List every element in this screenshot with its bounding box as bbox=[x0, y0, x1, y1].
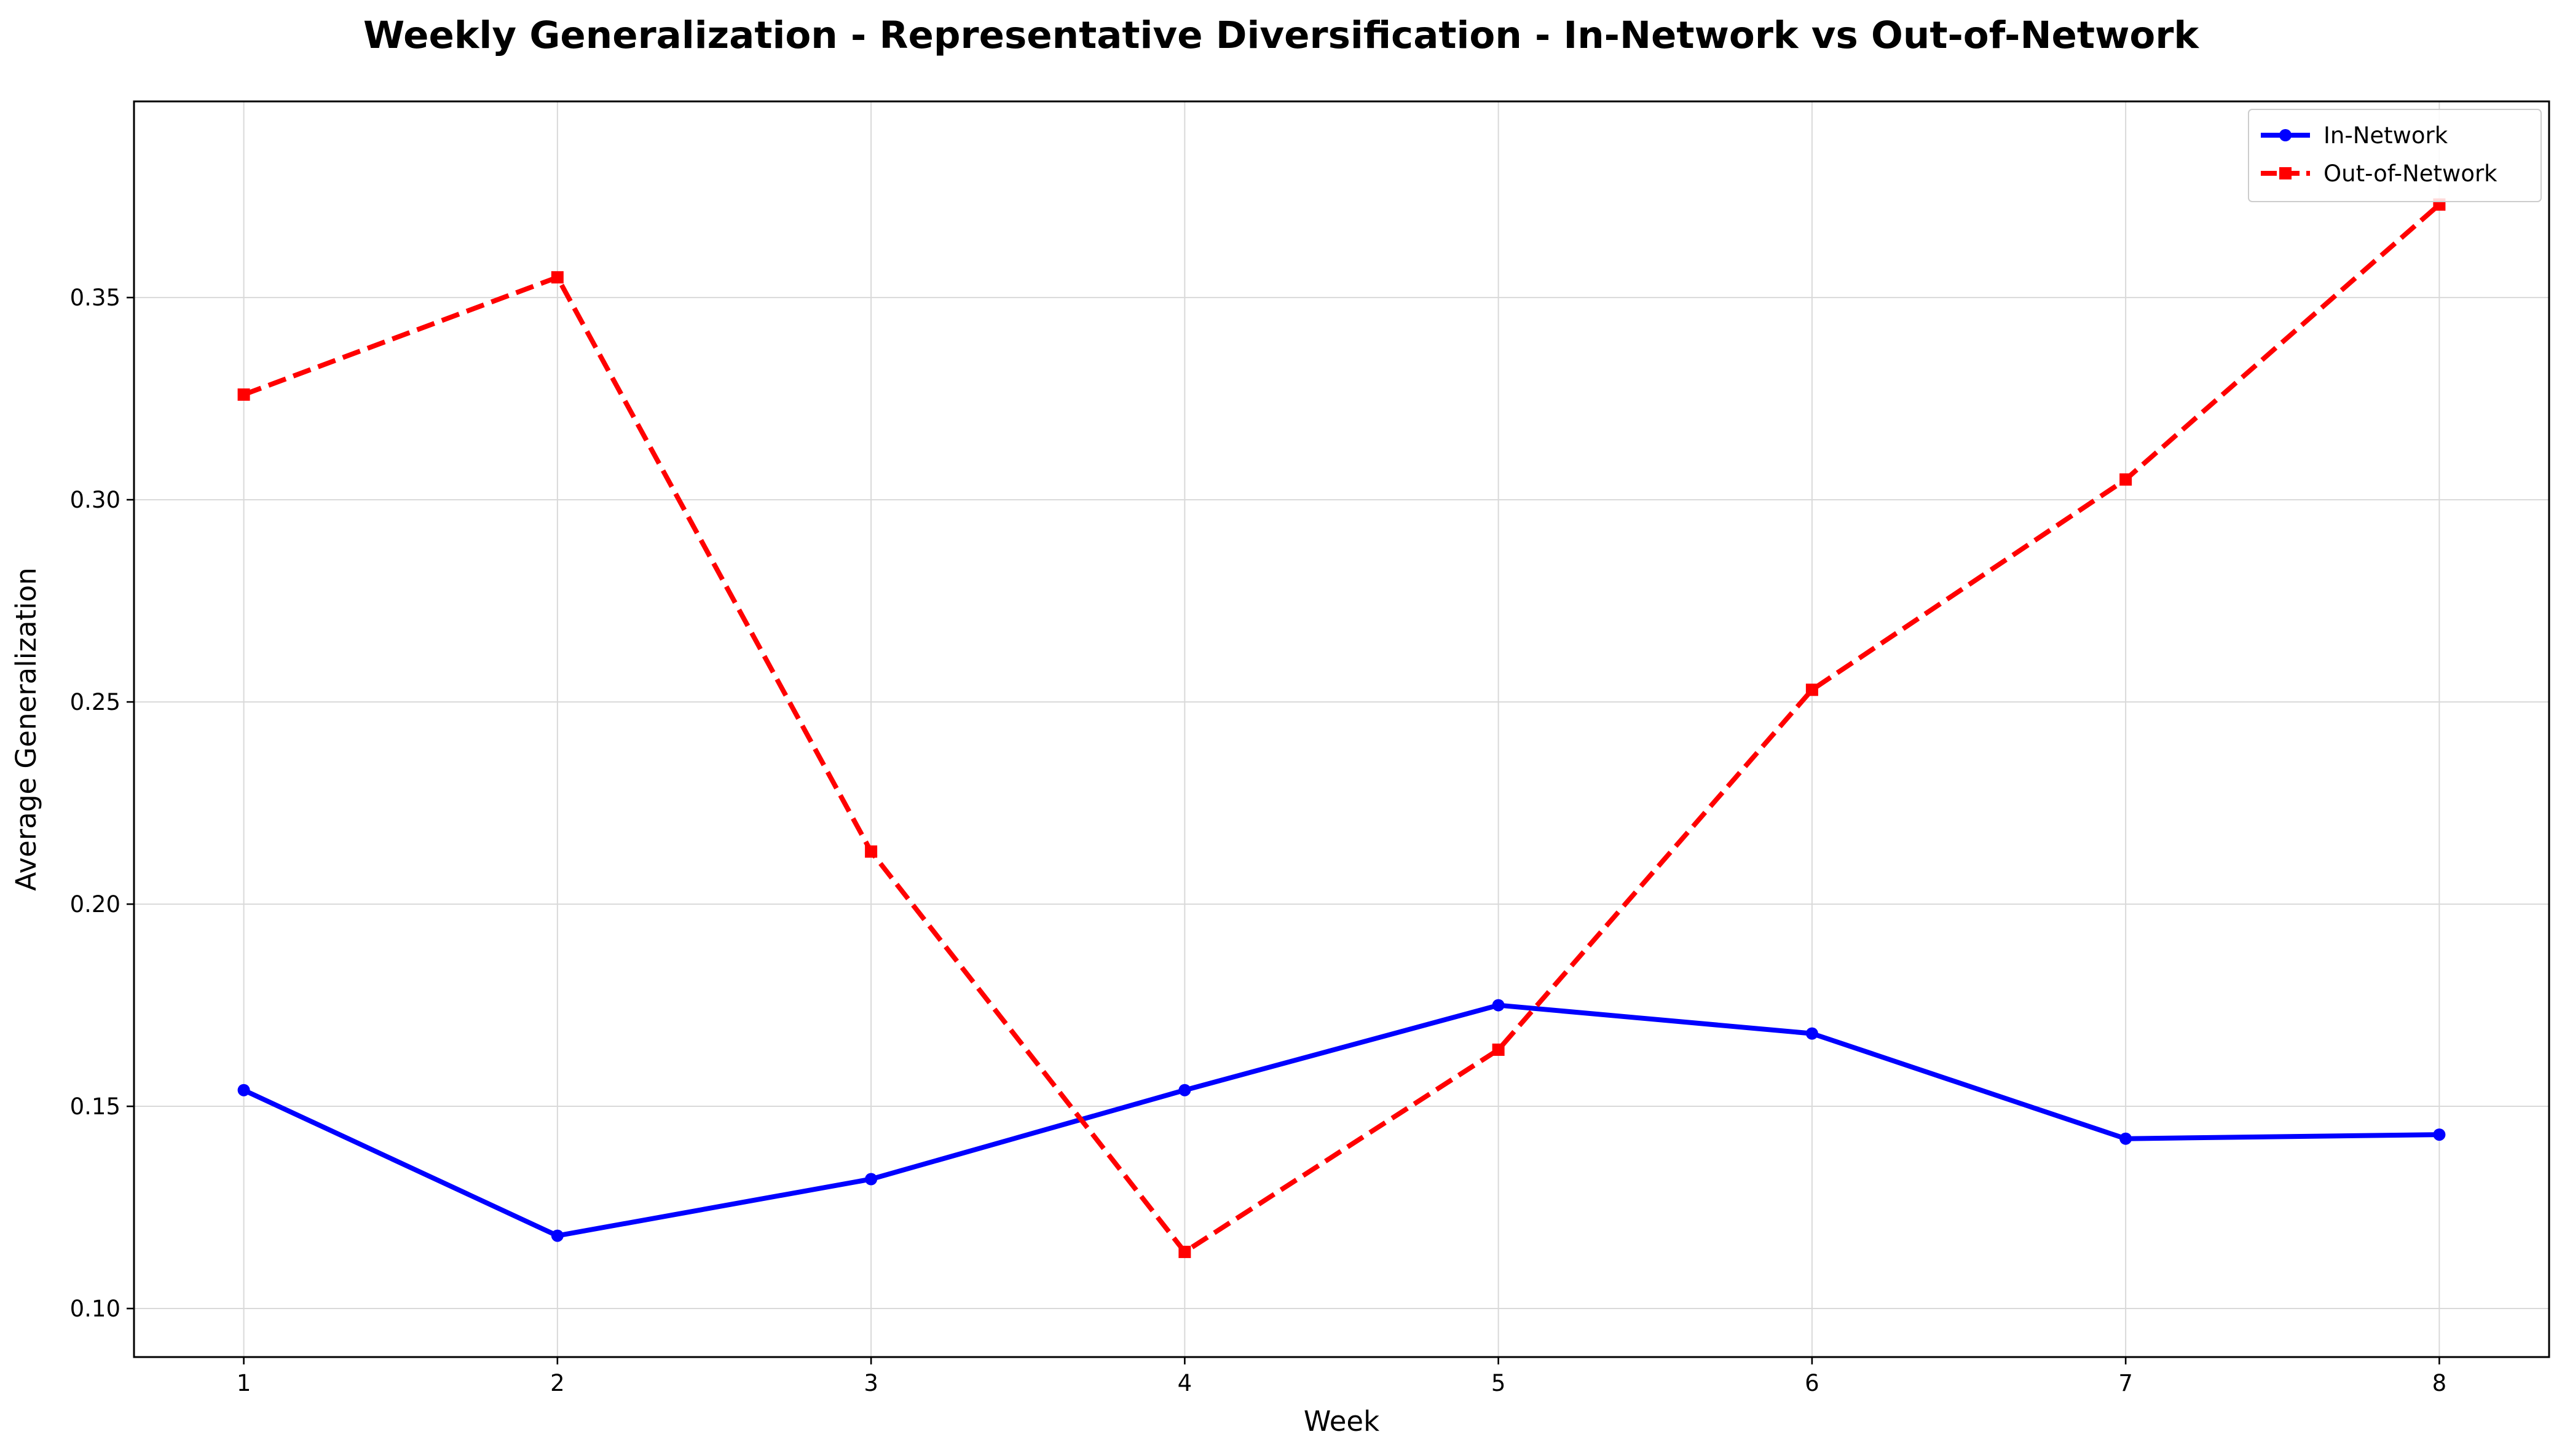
y-tick-label: 0.30 bbox=[70, 487, 120, 513]
data-point-out-of-network bbox=[2119, 473, 2132, 486]
y-tick-label: 0.35 bbox=[70, 285, 120, 311]
legend-label-in-network: In-Network bbox=[2324, 122, 2448, 149]
legend-box bbox=[2248, 109, 2542, 202]
legend-marker-in-network bbox=[2279, 129, 2292, 141]
data-point-in-network bbox=[2433, 1128, 2446, 1141]
data-point-in-network bbox=[1178, 1084, 1191, 1096]
data-point-in-network bbox=[2119, 1132, 2132, 1145]
x-tick-label: 2 bbox=[550, 1370, 565, 1396]
legend-label-out-of-network: Out-of-Network bbox=[2324, 160, 2497, 187]
data-point-in-network bbox=[865, 1173, 878, 1186]
x-tick-label: 5 bbox=[1491, 1370, 1506, 1396]
x-tick-label: 6 bbox=[1805, 1370, 1819, 1396]
y-tick-label: 0.20 bbox=[70, 891, 120, 918]
legend-marker-out-of-network bbox=[2279, 167, 2292, 179]
data-point-out-of-network bbox=[237, 388, 250, 401]
series-in-network bbox=[237, 999, 2446, 1242]
data-point-in-network bbox=[1492, 999, 1505, 1012]
data-point-out-of-network bbox=[865, 845, 878, 858]
data-point-in-network bbox=[551, 1229, 564, 1242]
data-point-out-of-network bbox=[551, 271, 564, 284]
series-out-of-network bbox=[237, 198, 2446, 1258]
series-layer bbox=[237, 198, 2446, 1258]
y-tick-label: 0.25 bbox=[70, 689, 120, 715]
chart-title: Weekly Generalization - Representative D… bbox=[363, 14, 2199, 57]
x-axis-label: Week bbox=[1304, 1405, 1379, 1438]
x-tick-label: 7 bbox=[2118, 1370, 2133, 1396]
x-tick-label: 1 bbox=[237, 1370, 251, 1396]
data-point-out-of-network bbox=[1492, 1043, 1505, 1056]
grid-lines bbox=[134, 101, 2549, 1357]
y-tick-label: 0.10 bbox=[70, 1296, 120, 1322]
data-point-out-of-network bbox=[1178, 1245, 1191, 1258]
data-point-in-network bbox=[237, 1084, 250, 1096]
x-tick-label: 8 bbox=[2432, 1370, 2447, 1396]
axis-ticks: 1 2 3 4 5 6 7 8 0.10 0.15 0.20 0.25 0.30 0.35 bbox=[70, 285, 2447, 1396]
series-line-out-of-network bbox=[243, 202, 2442, 1254]
x-tick-label: 4 bbox=[1178, 1370, 1192, 1396]
x-tick-label: 3 bbox=[864, 1370, 878, 1396]
series-line-in-network bbox=[242, 1002, 2440, 1238]
y-tick-label: 0.15 bbox=[70, 1093, 120, 1120]
legend: In-Network Out-of-Network bbox=[2248, 109, 2542, 202]
data-point-in-network bbox=[1805, 1027, 1818, 1040]
y-axis-label: Average Generalization bbox=[10, 567, 42, 891]
plot-area-frame bbox=[133, 100, 2550, 1358]
data-point-out-of-network bbox=[1805, 683, 1818, 696]
